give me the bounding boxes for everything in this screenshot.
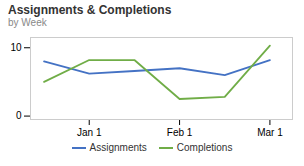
html-text:Completions: Completions	[176, 142, 233, 153]
html-text:by Week: by Week	[8, 17, 47, 28]
svg-text:Feb 1: Feb 1	[167, 127, 193, 138]
html-text:Assignments: Assignments	[89, 142, 147, 153]
svg-text:Jan 1: Jan 1	[77, 127, 102, 138]
html-text:Assignments & Completions: Assignments & Completions	[8, 3, 172, 17]
svg-text:0: 0	[16, 110, 22, 121]
svg-text:10: 10	[10, 42, 22, 53]
svg-text:Mar 1: Mar 1	[257, 127, 283, 138]
